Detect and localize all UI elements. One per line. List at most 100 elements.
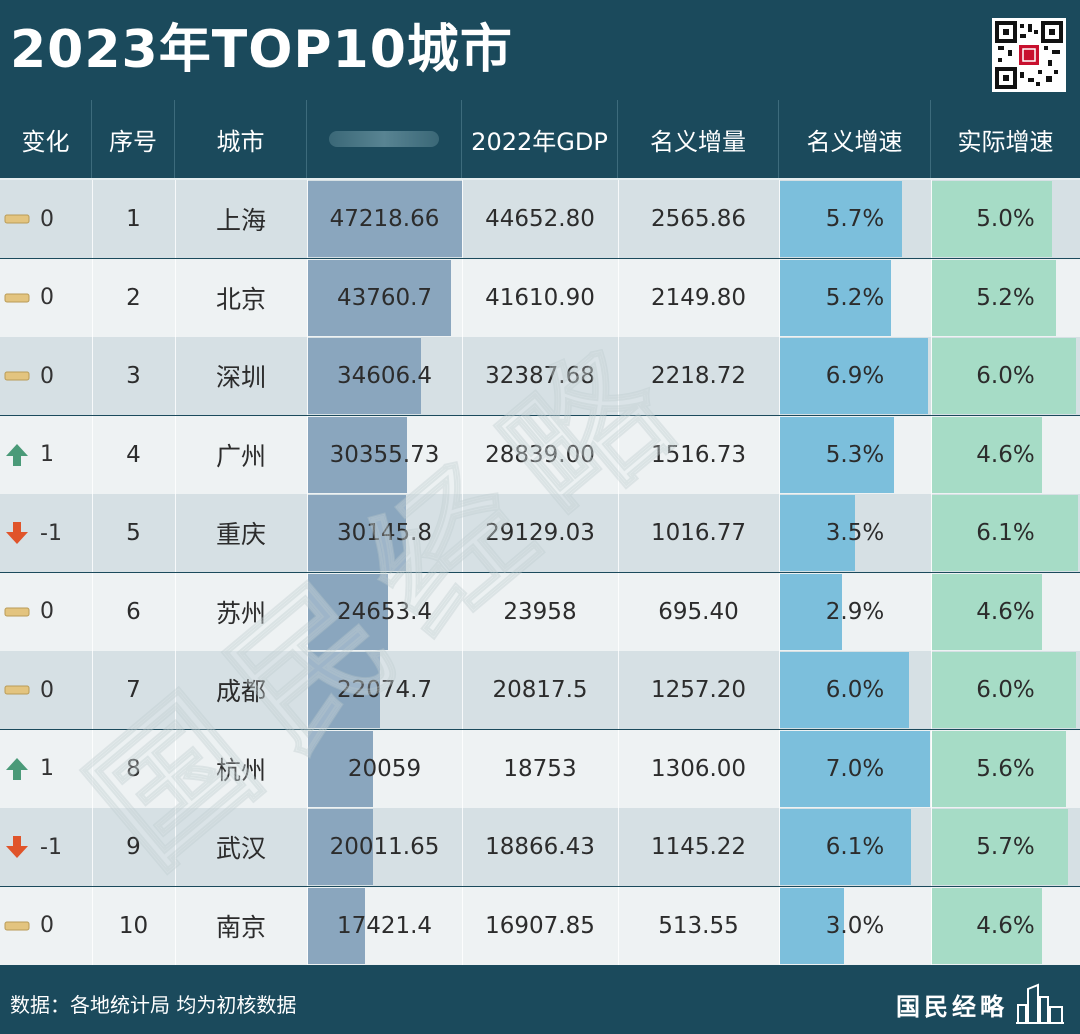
rank-change-value: 0 bbox=[40, 913, 54, 938]
column-header-change: 变化 bbox=[0, 100, 92, 178]
nominal-increase-cell: 2218.72 bbox=[650, 363, 747, 389]
nominal-growth-bar bbox=[780, 652, 909, 728]
column-separator bbox=[618, 415, 619, 494]
column-header-rank: 序号 bbox=[92, 100, 175, 178]
column-separator bbox=[779, 415, 780, 494]
column-separator bbox=[618, 886, 619, 965]
flat-dash-icon bbox=[4, 363, 30, 389]
data-source: 数据：各地统计局 均为初核数据 bbox=[10, 993, 297, 1017]
real-growth-cell: 4.6% bbox=[976, 441, 1035, 468]
nominal-growth-bar bbox=[780, 338, 928, 414]
gdp-2023-cell: 20059 bbox=[347, 755, 422, 782]
column-separator bbox=[307, 494, 308, 572]
column-separator bbox=[92, 258, 93, 337]
real-growth-cell: 5.6% bbox=[976, 755, 1035, 782]
rank-change-value: 0 bbox=[40, 599, 54, 624]
table-row: 0 7 成都 22074.7 20817.5 1257.20 6.0% 6.0% bbox=[0, 651, 1080, 729]
column-separator bbox=[92, 651, 93, 729]
table-row: -1 5 重庆 30145.8 29129.03 1016.77 3.5% 6.1% bbox=[0, 494, 1080, 572]
gdp-2022-cell: 41610.90 bbox=[485, 284, 595, 311]
table-row: 0 10 南京 17421.4 16907.85 513.55 3.0% 4.6% bbox=[0, 886, 1080, 965]
column-separator bbox=[175, 886, 176, 965]
column-separator bbox=[175, 651, 176, 729]
gdp-2022-cell: 16907.85 bbox=[485, 912, 595, 939]
city-cell: 杭州 bbox=[215, 755, 266, 785]
real-growth-cell: 6.1% bbox=[976, 520, 1035, 546]
rank-change: 0 bbox=[4, 337, 54, 415]
flat-dash-icon bbox=[4, 285, 30, 311]
gdp-2023-bar bbox=[308, 181, 462, 257]
nominal-growth-cell: 6.0% bbox=[825, 677, 885, 703]
nominal-growth-bar bbox=[780, 416, 894, 493]
nominal-increase-cell: 1516.73 bbox=[650, 441, 747, 468]
gdp-2022-cell: 23958 bbox=[503, 598, 577, 625]
gdp-2022-cell: 29129.03 bbox=[485, 520, 595, 546]
real-growth-bar bbox=[932, 338, 1076, 414]
city-skyline-icon bbox=[1016, 983, 1064, 1024]
column-separator bbox=[92, 729, 93, 808]
nominal-increase-cell: 1145.22 bbox=[650, 834, 747, 860]
gdp-2022-cell: 32387.68 bbox=[485, 363, 595, 389]
column-separator bbox=[175, 415, 176, 494]
nominal-increase-cell: 695.40 bbox=[658, 598, 739, 625]
qr-code-icon bbox=[992, 18, 1066, 92]
nominal-growth-cell: 6.1% bbox=[825, 834, 885, 860]
column-separator bbox=[175, 180, 176, 258]
rank-cell: 4 bbox=[126, 441, 141, 468]
rank-change-value: 0 bbox=[40, 363, 54, 389]
column-separator bbox=[462, 415, 463, 494]
column-header-nominal-growth: 名义增速 bbox=[779, 100, 931, 178]
column-separator bbox=[462, 337, 463, 415]
column-separator bbox=[462, 808, 463, 886]
city-cell: 上海 bbox=[215, 206, 266, 235]
column-separator bbox=[931, 808, 932, 886]
rank-change-value: 0 bbox=[40, 677, 54, 703]
column-separator bbox=[618, 494, 619, 572]
nominal-growth-cell: 5.7% bbox=[825, 206, 885, 232]
nominal-growth-bar bbox=[780, 730, 930, 807]
column-separator bbox=[779, 729, 780, 808]
column-separator bbox=[779, 258, 780, 337]
gdp-2022-cell: 18753 bbox=[503, 755, 577, 782]
column-separator bbox=[779, 808, 780, 886]
column-separator bbox=[779, 886, 780, 965]
nominal-growth-cell: 7.0% bbox=[825, 755, 885, 782]
brand-name: 国民经略 bbox=[896, 991, 1008, 1021]
row-background bbox=[0, 415, 1080, 494]
gdp-2023-bar bbox=[308, 416, 407, 493]
table-row: 0 6 苏州 24653.4 23958 695.40 2.9% 4.6% bbox=[0, 572, 1080, 651]
gdp-2023-cell: 24653.4 bbox=[336, 598, 433, 625]
real-growth-bar bbox=[932, 887, 1042, 964]
flat-dash-icon bbox=[4, 913, 30, 939]
nominal-growth-bar bbox=[780, 809, 911, 885]
rank-change-value: 0 bbox=[40, 285, 54, 310]
column-separator bbox=[779, 180, 780, 258]
page-title: 2023年TOP10城市 bbox=[10, 20, 513, 80]
column-separator bbox=[462, 572, 463, 651]
column-separator bbox=[92, 808, 93, 886]
footer: 数据：各地统计局 均为初核数据 国民经略 bbox=[0, 973, 1080, 1034]
column-separator bbox=[175, 337, 176, 415]
column-header-gdp-2023 bbox=[307, 100, 462, 178]
real-growth-bar bbox=[932, 181, 1052, 257]
nominal-increase-cell: 1257.20 bbox=[650, 677, 747, 703]
rank-cell: 10 bbox=[118, 912, 149, 939]
real-growth-bar bbox=[932, 573, 1042, 650]
nominal-growth-cell: 5.2% bbox=[825, 284, 885, 311]
column-separator bbox=[175, 808, 176, 886]
column-separator bbox=[92, 180, 93, 258]
column-separator bbox=[462, 651, 463, 729]
rank-cell: 8 bbox=[126, 755, 141, 782]
arrow-up-icon bbox=[4, 442, 30, 468]
column-separator bbox=[931, 651, 932, 729]
city-cell: 深圳 bbox=[215, 363, 266, 392]
column-separator bbox=[307, 729, 308, 808]
city-cell: 南京 bbox=[215, 912, 266, 942]
row-background bbox=[0, 572, 1080, 651]
gdp-2023-bar bbox=[308, 573, 388, 650]
rank-cell: 3 bbox=[126, 363, 141, 389]
column-separator bbox=[618, 729, 619, 808]
column-separator bbox=[931, 729, 932, 808]
city-cell: 苏州 bbox=[215, 598, 266, 628]
